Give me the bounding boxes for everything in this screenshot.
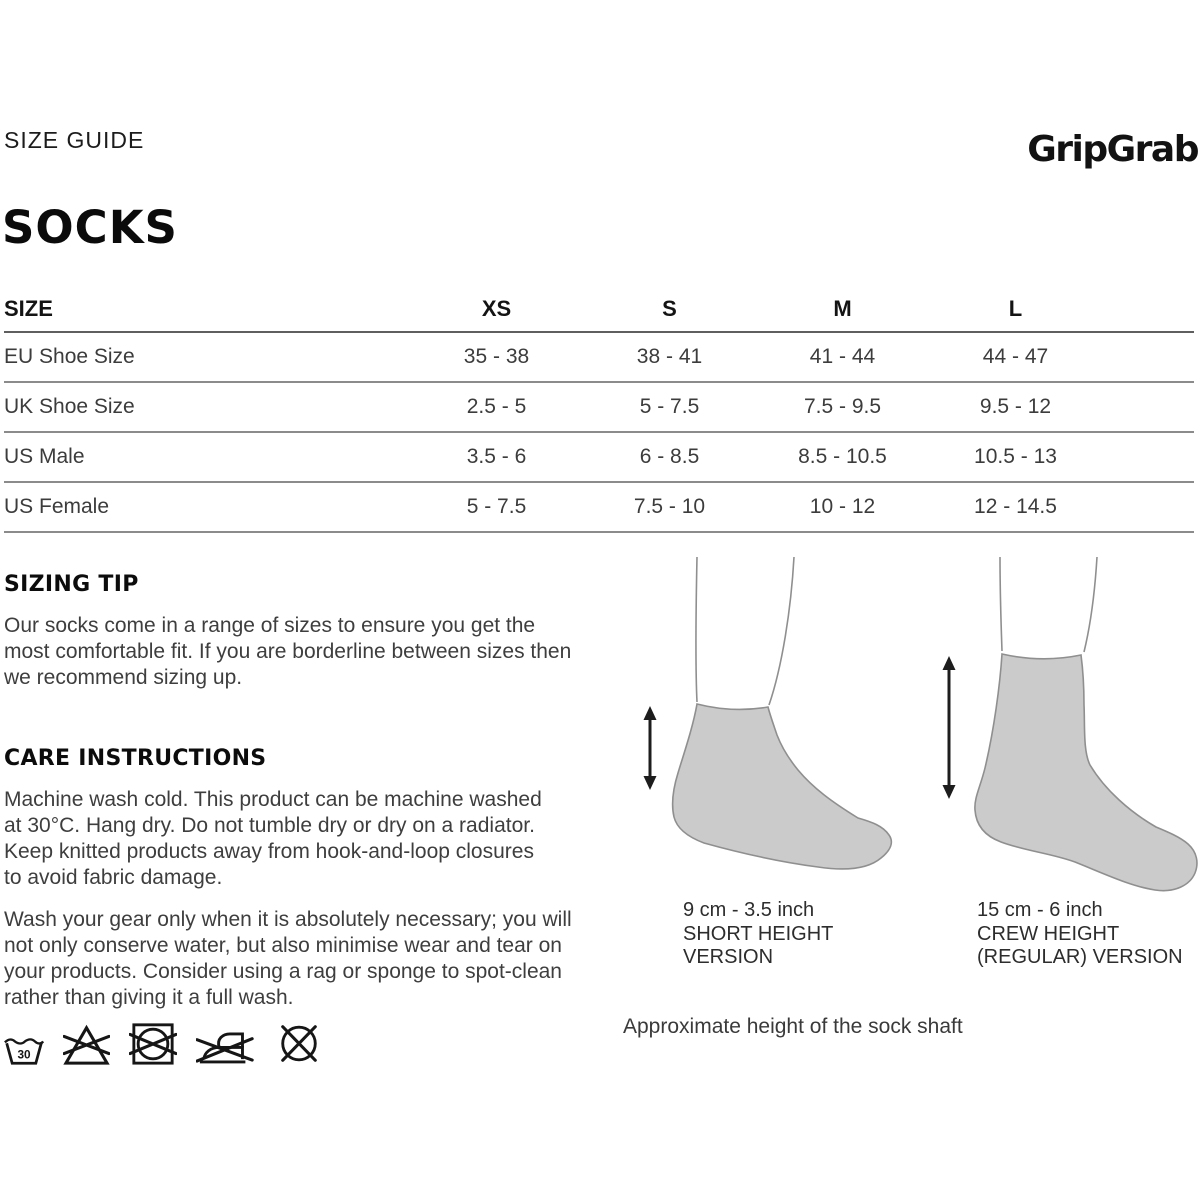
table-cell: 5 - 7.5 <box>583 382 756 433</box>
care-instructions-section: CARE INSTRUCTIONS Machine wash cold. Thi… <box>4 746 604 1011</box>
wash-temperature-label: 30 <box>17 1048 31 1062</box>
table-row: EU Shoe Size 35 - 38 38 - 41 41 - 44 44 … <box>4 332 1194 383</box>
table-cell: 12 - 14.5 <box>929 482 1102 533</box>
table-row: UK Shoe Size 2.5 - 5 5 - 7.5 7.5 - 9.5 9… <box>4 382 1194 433</box>
eyebrow-size-guide: SIZE GUIDE <box>4 127 145 153</box>
sizing-tip-text: Our socks come in a range of sizes to en… <box>4 614 572 689</box>
table-cell: 7.5 - 9.5 <box>756 382 929 433</box>
table-cell: 8.5 - 10.5 <box>756 432 929 483</box>
table-header-row: SIZE XS S M L <box>4 287 1194 333</box>
table-cell: 10 - 12 <box>756 482 929 533</box>
short-sock-illustration <box>643 556 893 870</box>
care-instructions-heading: CARE INSTRUCTIONS <box>4 746 267 771</box>
sizing-tip-heading: SIZING TIP <box>4 572 139 597</box>
short-sock-shape <box>671 703 893 870</box>
table-cell: 44 - 47 <box>929 332 1102 383</box>
column-header-size: SIZE <box>4 287 410 333</box>
table-cell: 35 - 38 <box>410 332 583 383</box>
table-cell: 5 - 7.5 <box>410 482 583 533</box>
short-version-label: 9 cm - 3.5 inch SHORT HEIGHT VERSION <box>683 899 834 968</box>
column-header-m: M <box>756 287 929 333</box>
do-not-dry-clean-icon <box>281 1025 317 1062</box>
table-cell: 3.5 - 6 <box>410 432 583 483</box>
row-label: US Male <box>4 432 410 483</box>
machine-wash-30-icon: 30 <box>4 1038 44 1065</box>
table-cell: 6 - 8.5 <box>583 432 756 483</box>
table-cell: 38 - 41 <box>583 332 756 383</box>
crew-sock-shape <box>974 653 1198 892</box>
care-paragraph-2: Wash your gear only when it is absolutel… <box>4 908 572 1009</box>
crew-version-label: 15 cm - 6 inch CREW HEIGHT (REGULAR) VER… <box>977 899 1183 968</box>
column-header-l: L <box>929 287 1102 333</box>
table-cell: 10.5 - 13 <box>929 432 1102 483</box>
diagram-caption: Approximate height of the sock shaft <box>623 1015 963 1038</box>
table-cell: 9.5 - 12 <box>929 382 1102 433</box>
row-label: EU Shoe Size <box>4 332 410 383</box>
column-header-s: S <box>583 287 756 333</box>
gripgrab-logo: GripGrab <box>1027 129 1199 170</box>
care-symbols-row: 30 <box>4 1018 322 1066</box>
row-label: UK Shoe Size <box>4 382 410 433</box>
do-not-iron-icon <box>196 1032 254 1064</box>
table-cell: 41 - 44 <box>756 332 929 383</box>
column-header-spacer <box>1102 287 1194 333</box>
page-title: SOCKS <box>2 201 178 254</box>
care-paragraph-1: Machine wash cold. This product can be m… <box>4 788 542 889</box>
size-table: SIZE XS S M L EU Shoe Size 35 - 38 38 - … <box>4 287 1194 533</box>
row-label: US Female <box>4 482 410 533</box>
sizing-tip-section: SIZING TIP Our socks come in a range of … <box>4 572 604 691</box>
crew-sock-illustration <box>942 556 1198 892</box>
table-row: US Female 5 - 7.5 7.5 - 10 10 - 12 12 - … <box>4 482 1194 533</box>
do-not-tumble-dry-icon <box>129 1023 177 1065</box>
table-cell: 2.5 - 5 <box>410 382 583 433</box>
table-cell: 7.5 - 10 <box>583 482 756 533</box>
sock-height-diagram <box>643 556 1198 892</box>
column-header-xs: XS <box>410 287 583 333</box>
do-not-bleach-icon <box>63 1024 110 1065</box>
table-row: US Male 3.5 - 6 6 - 8.5 8.5 - 10.5 10.5 … <box>4 432 1194 483</box>
